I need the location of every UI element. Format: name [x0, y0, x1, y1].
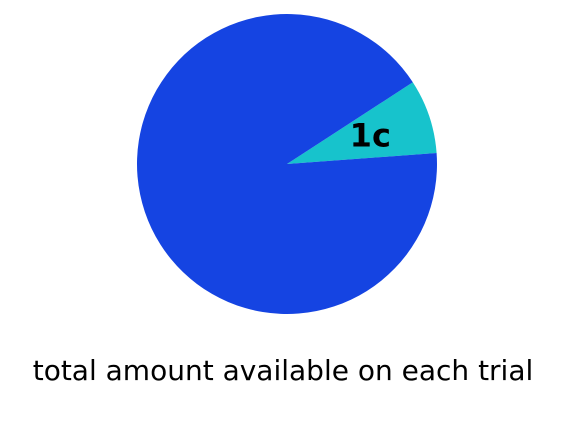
pie-chart: 1c: [136, 13, 437, 314]
slice-label: 1c: [350, 116, 391, 154]
pie-slice-1c: [287, 82, 437, 164]
caption: total amount available on each trial: [32, 354, 534, 387]
pie-slice-slice-2: [136, 13, 437, 314]
